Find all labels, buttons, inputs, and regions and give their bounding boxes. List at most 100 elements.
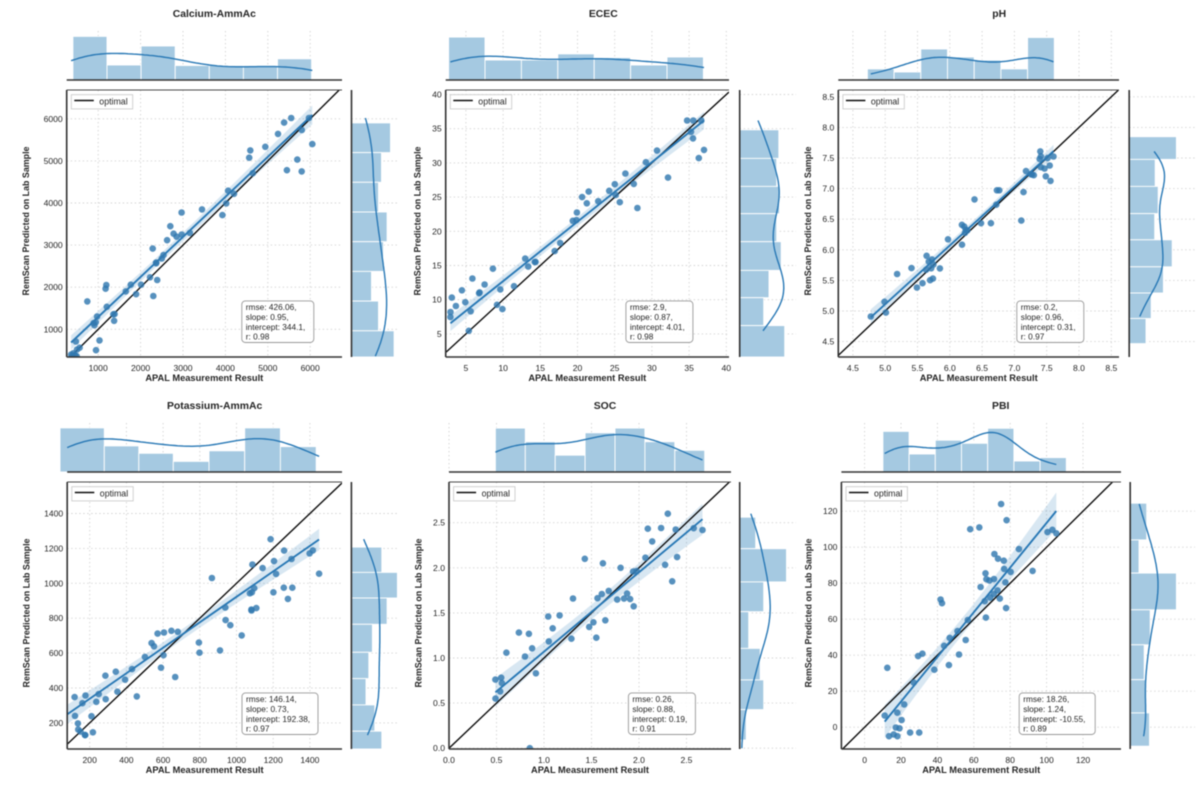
svg-text:2.0: 2.0 bbox=[633, 755, 645, 765]
svg-text:rmse: 426.06,: rmse: 426.06, bbox=[246, 302, 297, 312]
svg-text:intercept: 0.19,: intercept: 0.19, bbox=[632, 714, 687, 724]
svg-text:7.0: 7.0 bbox=[822, 184, 834, 194]
svg-text:30: 30 bbox=[432, 158, 442, 168]
svg-text:0: 0 bbox=[862, 755, 867, 765]
svg-text:rmse: 146.14,: rmse: 146.14, bbox=[246, 694, 297, 704]
svg-text:slope: 0.73,: slope: 0.73, bbox=[246, 704, 289, 714]
svg-text:7.5: 7.5 bbox=[822, 153, 834, 163]
svg-text:20: 20 bbox=[432, 226, 442, 236]
svg-text:6.0: 6.0 bbox=[944, 363, 956, 373]
svg-text:Calcium-AmmAc: Calcium-AmmAc bbox=[173, 9, 256, 20]
svg-text:6000: 6000 bbox=[44, 114, 63, 124]
svg-text:6000: 6000 bbox=[301, 363, 320, 373]
svg-text:r: 0.89: r: 0.89 bbox=[1023, 724, 1047, 734]
svg-text:5.5: 5.5 bbox=[822, 275, 834, 285]
svg-text:r: 0.98: r: 0.98 bbox=[246, 332, 270, 342]
svg-text:120: 120 bbox=[1076, 755, 1091, 765]
svg-text:pH: pH bbox=[992, 9, 1006, 20]
svg-text:3000: 3000 bbox=[44, 240, 63, 250]
svg-text:intercept: 0.31,: intercept: 0.31, bbox=[1021, 322, 1076, 332]
svg-text:slope: 0.87,: slope: 0.87, bbox=[630, 312, 673, 322]
svg-text:APAL Measurement Result: APAL Measurement Result bbox=[920, 373, 1038, 383]
svg-text:80: 80 bbox=[1005, 755, 1015, 765]
svg-text:APAL Measurement Result: APAL Measurement Result bbox=[146, 765, 264, 775]
svg-text:0.5: 0.5 bbox=[433, 698, 445, 708]
svg-text:6.0: 6.0 bbox=[822, 245, 834, 255]
svg-text:1.5: 1.5 bbox=[433, 608, 445, 618]
svg-text:optimal: optimal bbox=[99, 97, 127, 107]
svg-text:RemScan Predicted on Lab Sampl: RemScan Predicted on Lab Sample bbox=[414, 538, 424, 687]
svg-text:40: 40 bbox=[933, 755, 943, 765]
svg-text:optimal: optimal bbox=[874, 489, 902, 499]
svg-text:2.5: 2.5 bbox=[433, 518, 445, 528]
svg-text:1000: 1000 bbox=[44, 324, 63, 334]
svg-text:1200: 1200 bbox=[44, 543, 63, 553]
svg-text:Potassium-AmmAc: Potassium-AmmAc bbox=[167, 401, 262, 412]
svg-text:RemScan Predicted on Lab Sampl: RemScan Predicted on Lab Sample bbox=[21, 146, 31, 295]
svg-text:2000: 2000 bbox=[44, 282, 63, 292]
svg-text:4000: 4000 bbox=[44, 198, 63, 208]
svg-text:APAL Measurement Result: APAL Measurement Result bbox=[145, 373, 263, 383]
svg-text:20: 20 bbox=[573, 363, 583, 373]
svg-text:1200: 1200 bbox=[264, 755, 283, 765]
svg-text:RemScan Predicted on Lab Sampl: RemScan Predicted on Lab Sample bbox=[803, 146, 813, 295]
svg-text:1000: 1000 bbox=[44, 578, 63, 588]
svg-text:60: 60 bbox=[969, 755, 979, 765]
svg-text:rmse: 2.9,: rmse: 2.9, bbox=[630, 302, 667, 312]
svg-text:5.0: 5.0 bbox=[822, 306, 834, 316]
svg-text:optimal: optimal bbox=[482, 489, 510, 499]
svg-text:200: 200 bbox=[83, 755, 98, 765]
svg-text:RemScan Predicted on Lab Sampl: RemScan Predicted on Lab Sample bbox=[804, 538, 814, 687]
svg-text:PBI: PBI bbox=[992, 401, 1009, 412]
svg-text:35: 35 bbox=[432, 124, 442, 134]
svg-text:6.5: 6.5 bbox=[976, 363, 988, 373]
svg-text:8.0: 8.0 bbox=[822, 122, 834, 132]
svg-text:r: 0.97: r: 0.97 bbox=[1021, 332, 1045, 342]
svg-text:1400: 1400 bbox=[300, 755, 319, 765]
svg-text:1.0: 1.0 bbox=[538, 755, 550, 765]
svg-text:2.0: 2.0 bbox=[433, 563, 445, 573]
svg-text:10: 10 bbox=[498, 363, 508, 373]
svg-text:20: 20 bbox=[828, 686, 838, 696]
svg-text:200: 200 bbox=[49, 718, 64, 728]
svg-text:4.5: 4.5 bbox=[822, 337, 834, 347]
svg-text:30: 30 bbox=[647, 363, 657, 373]
svg-text:7.0: 7.0 bbox=[1008, 363, 1020, 373]
svg-text:intercept: 192.38,: intercept: 192.38, bbox=[246, 714, 310, 724]
svg-text:slope: 0.96,: slope: 0.96, bbox=[1021, 312, 1064, 322]
svg-text:intercept: -10.55,: intercept: -10.55, bbox=[1023, 714, 1085, 724]
svg-text:600: 600 bbox=[49, 648, 64, 658]
svg-text:1.5: 1.5 bbox=[586, 755, 598, 765]
svg-text:optimal: optimal bbox=[871, 97, 899, 107]
svg-text:1400: 1400 bbox=[44, 509, 63, 519]
svg-text:600: 600 bbox=[156, 755, 171, 765]
svg-text:2000: 2000 bbox=[131, 363, 150, 373]
svg-text:5.5: 5.5 bbox=[912, 363, 924, 373]
svg-text:SOC: SOC bbox=[594, 401, 617, 412]
svg-text:RemScan Predicted on Lab Sampl: RemScan Predicted on Lab Sample bbox=[22, 538, 32, 687]
svg-text:0.0: 0.0 bbox=[443, 755, 455, 765]
svg-text:slope: 1.24,: slope: 1.24, bbox=[1023, 704, 1066, 714]
svg-text:7.5: 7.5 bbox=[1041, 363, 1053, 373]
svg-text:8.5: 8.5 bbox=[1105, 363, 1117, 373]
svg-text:40: 40 bbox=[828, 650, 838, 660]
svg-text:800: 800 bbox=[193, 755, 208, 765]
svg-text:5: 5 bbox=[437, 329, 442, 339]
svg-text:RemScan Predicted on Lab Sampl: RemScan Predicted on Lab Sample bbox=[413, 146, 423, 295]
svg-text:25: 25 bbox=[610, 363, 620, 373]
svg-text:3000: 3000 bbox=[173, 363, 192, 373]
svg-text:0.0: 0.0 bbox=[433, 743, 445, 753]
svg-text:40: 40 bbox=[432, 90, 442, 100]
svg-text:20: 20 bbox=[896, 755, 906, 765]
svg-text:15: 15 bbox=[432, 261, 442, 271]
svg-text:4.5: 4.5 bbox=[847, 363, 859, 373]
svg-text:8.0: 8.0 bbox=[1073, 363, 1085, 373]
svg-text:r: 0.91: r: 0.91 bbox=[632, 724, 656, 734]
svg-text:slope: 0.88,: slope: 0.88, bbox=[632, 704, 675, 714]
svg-text:100: 100 bbox=[823, 542, 838, 552]
svg-text:0.5: 0.5 bbox=[491, 755, 503, 765]
svg-text:APAL Measurement Result: APAL Measurement Result bbox=[922, 765, 1040, 775]
svg-text:rmse: 0.26,: rmse: 0.26, bbox=[632, 694, 674, 704]
svg-text:1000: 1000 bbox=[227, 755, 246, 765]
svg-text:10: 10 bbox=[432, 295, 442, 305]
